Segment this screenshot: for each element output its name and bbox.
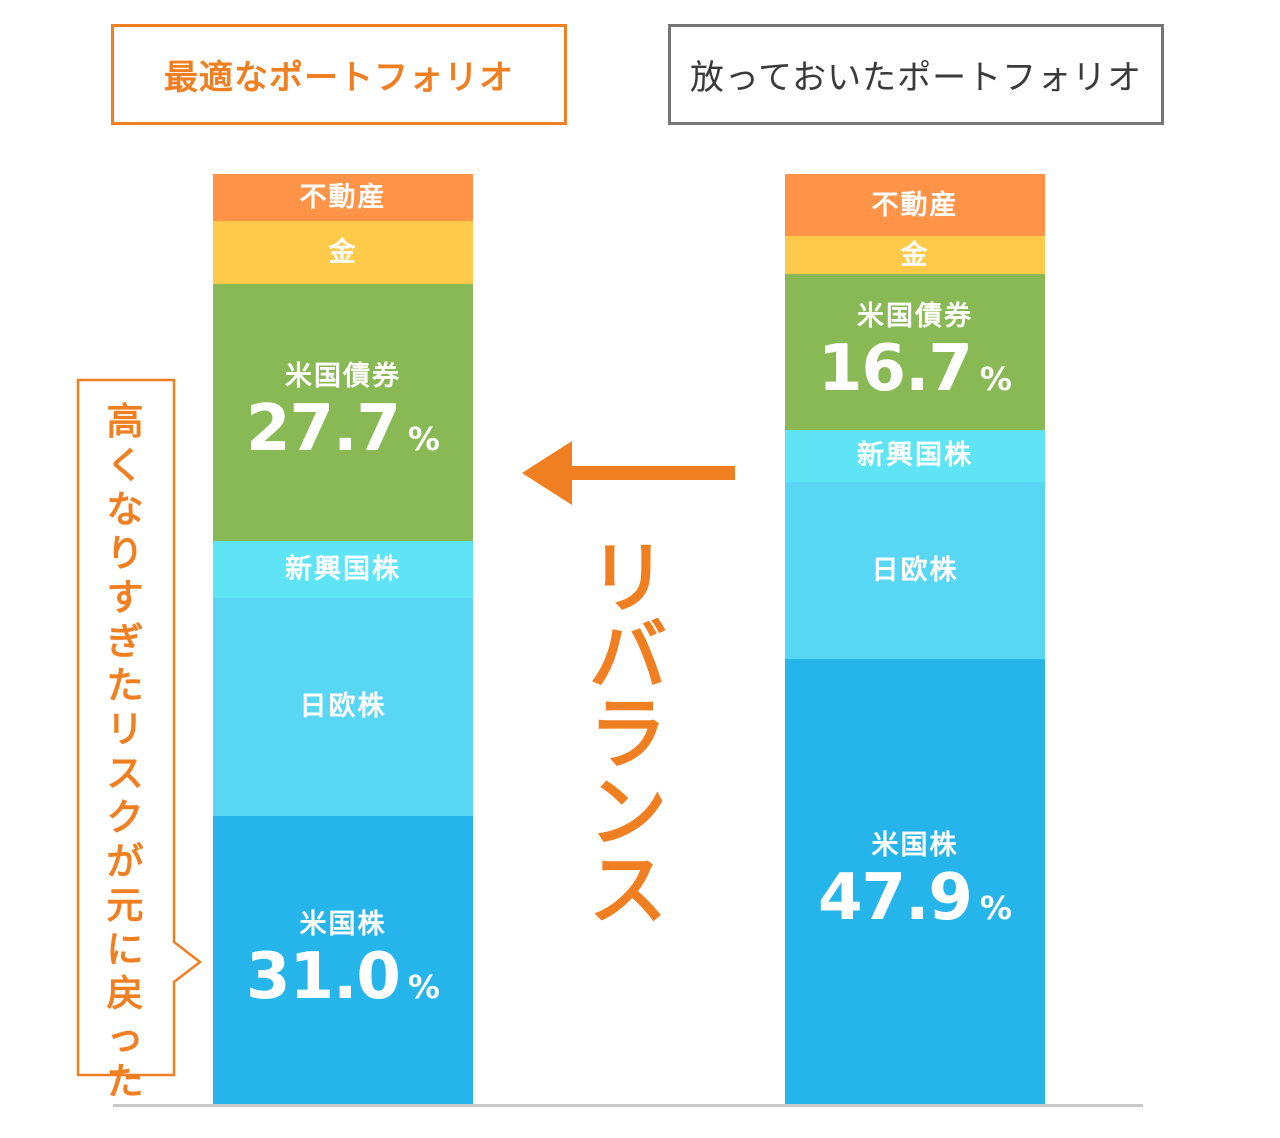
segment-label: 米国債券 xyxy=(285,361,401,393)
segment-label: 日欧株 xyxy=(299,691,387,723)
segment-label: 米国株 xyxy=(299,908,387,940)
bar-segment-real-estate: 不動産 xyxy=(213,174,473,221)
chart-baseline xyxy=(113,1104,1143,1107)
segment-value-label: 31.0% xyxy=(246,939,440,1014)
segment-label: 金 xyxy=(328,236,358,268)
bar-segment-us-stocks: 米国株 31.0% xyxy=(213,815,473,1104)
segment-label: 不動産 xyxy=(871,189,959,221)
bar-segment-japan-europe-stocks: 日欧株 xyxy=(785,481,1045,659)
segment-percent-sign: % xyxy=(407,420,440,459)
rebalance-label: リバランス xyxy=(588,534,667,936)
bar-segment-gold: 金 xyxy=(213,220,473,284)
optimal-portfolio-bar: 米国株 31.0% 日欧株 新興国株 米国債券 27.7% 金 不動産 xyxy=(213,174,473,1104)
bar-segment-gold: 金 xyxy=(785,236,1045,275)
optimal-portfolio-title: 最適なポートフォリオ xyxy=(111,24,567,125)
callout-text: 高くなりすぎたリスクが元に戻った xyxy=(106,400,144,1103)
segment-percent-number: 27.7 xyxy=(246,392,401,467)
segment-value-label: 16.7% xyxy=(818,332,1012,407)
bar-segment-us-bonds: 米国債券 27.7% xyxy=(213,283,473,542)
segment-label: 米国株 xyxy=(871,830,959,862)
segment-percent-number: 16.7 xyxy=(818,332,973,407)
neglected-portfolio-title: 放っておいたポートフォリオ xyxy=(668,24,1164,125)
segment-label: 新興国株 xyxy=(857,440,973,472)
bar-segment-real-estate: 不動産 xyxy=(785,174,1045,237)
segment-percent-sign: % xyxy=(979,360,1012,399)
bar-segment-emerging-stocks: 新興国株 xyxy=(785,429,1045,482)
segment-label: 新興国株 xyxy=(285,554,401,586)
segment-value-label: 27.7% xyxy=(246,396,440,463)
bar-segment-us-stocks: 米国株 47.9% xyxy=(785,658,1045,1104)
segment-percent-number: 47.9 xyxy=(818,861,973,936)
segment-label: 不動産 xyxy=(299,181,387,213)
segment-label: 日欧株 xyxy=(871,554,959,586)
segment-percent-sign: % xyxy=(407,967,440,1006)
bar-segment-japan-europe-stocks: 日欧株 xyxy=(213,598,473,816)
segment-label: 金 xyxy=(900,239,930,271)
bar-segment-emerging-stocks: 新興国株 xyxy=(213,541,473,599)
segment-percent-number: 31.0 xyxy=(246,939,401,1014)
rebalance-arrow-icon xyxy=(522,441,735,505)
bar-segment-us-bonds: 米国債券 16.7% xyxy=(785,274,1045,430)
neglected-portfolio-bar: 米国株 47.9% 日欧株 新興国株 米国債券 16.7% 金不動産 xyxy=(785,174,1045,1104)
segment-label: 米国債券 xyxy=(857,300,973,332)
segment-value-label: 47.9% xyxy=(818,861,1012,936)
segment-percent-sign: % xyxy=(979,889,1012,928)
